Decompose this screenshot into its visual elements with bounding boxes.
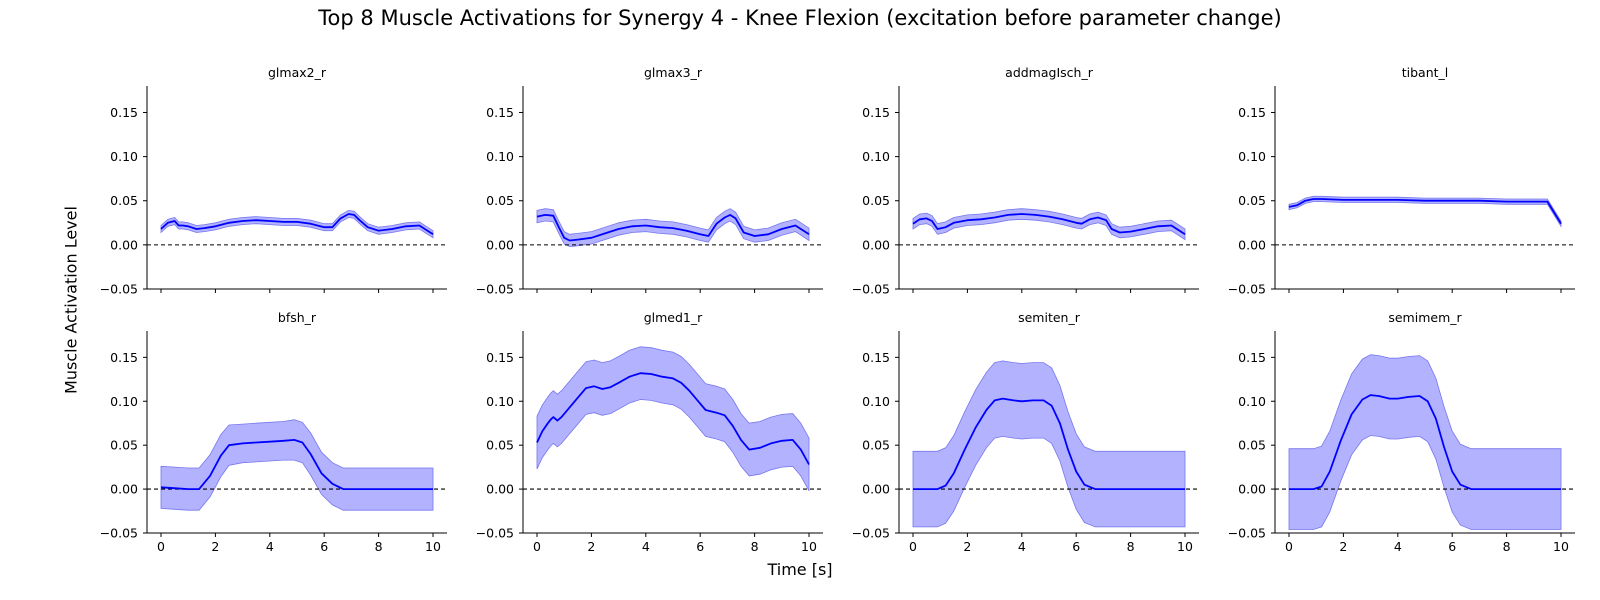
y-tick-label: 0.10 <box>486 149 514 164</box>
x-tick-label: 0 <box>909 539 917 554</box>
y-tick-label: 0.05 <box>486 438 514 453</box>
subplot-semiten_r: −0.05 0.00 0.05 0.10 0.15 0 2 4 6 8 10 semiten_r <box>852 310 1199 554</box>
x-tick-label: 4 <box>266 539 274 554</box>
y-tick-label: 0.10 <box>486 394 514 409</box>
y-tick-label: −0.05 <box>476 282 514 297</box>
mean-activation-line <box>1288 198 1562 225</box>
subplot-glmax3_r: −0.05 0.00 0.05 0.10 0.15 glmax3_r <box>476 65 823 297</box>
y-tick-label: 0.00 <box>486 482 514 497</box>
x-tick-label: 6 <box>1072 539 1080 554</box>
confidence-band <box>1288 195 1562 228</box>
x-tick-label: 8 <box>1503 539 1511 554</box>
x-axis-label: Time [s] <box>767 560 833 579</box>
x-tick-label: 4 <box>642 539 650 554</box>
y-tick-label: 0.15 <box>862 105 890 120</box>
subplot-title: tibant_l <box>1402 65 1449 80</box>
y-tick-label: 0.15 <box>862 350 890 365</box>
subplot-title: semimem_r <box>1388 310 1462 325</box>
y-tick-label: 0.10 <box>110 394 138 409</box>
subplot-bfsh_r: −0.05 0.00 0.05 0.10 0.15 0 2 4 6 8 10 bfsh_r <box>100 310 447 554</box>
subplot-title: glmax3_r <box>644 65 703 80</box>
x-tick-label: 2 <box>587 539 595 554</box>
y-tick-label: 0.00 <box>1238 237 1266 252</box>
y-tick-label: 0.00 <box>862 237 890 252</box>
x-tick-label: 6 <box>1448 539 1456 554</box>
y-tick-label: 0.15 <box>1238 350 1266 365</box>
mean-activation-line <box>536 372 810 465</box>
y-tick-label: 0.05 <box>486 193 514 208</box>
y-tick-label: 0.15 <box>110 105 138 120</box>
subplot-addmagIsch_r: −0.05 0.00 0.05 0.10 0.15 addmagIsch_r <box>852 65 1199 297</box>
confidence-band <box>1288 354 1562 530</box>
x-tick-label: 0 <box>533 539 541 554</box>
subplot-glmax2_r: −0.05 0.00 0.05 0.10 0.15 glmax2_r <box>100 65 447 297</box>
x-tick-label: 0 <box>157 539 165 554</box>
mean-activation-line <box>160 213 434 236</box>
subplot-title: addmagIsch_r <box>1005 65 1094 80</box>
y-tick-label: −0.05 <box>100 282 138 297</box>
x-tick-label: 4 <box>1394 539 1402 554</box>
x-tick-label: 10 <box>425 539 441 554</box>
mean-activation-line <box>1289 394 1561 491</box>
y-tick-label: 0.10 <box>110 149 138 164</box>
confidence-band <box>160 419 434 511</box>
x-tick-label: 10 <box>1553 539 1569 554</box>
subplot-title: glmed1_r <box>644 310 703 325</box>
y-tick-label: 0.10 <box>1238 149 1266 164</box>
confidence-band <box>160 209 434 239</box>
x-tick-label: 6 <box>696 539 704 554</box>
x-tick-label: 8 <box>751 539 759 554</box>
mean-activation-line <box>160 438 433 491</box>
y-tick-label: 0.05 <box>1238 438 1266 453</box>
subplot-semimem_r: −0.05 0.00 0.05 0.10 0.15 0 2 4 6 8 10 semimem_r <box>1228 310 1575 554</box>
y-tick-label: 0.10 <box>862 149 890 164</box>
confidence-band <box>536 346 810 491</box>
confidence-band <box>912 208 1186 241</box>
x-tick-label: 8 <box>375 539 383 554</box>
y-tick-label: −0.05 <box>852 282 890 297</box>
y-tick-label: −0.05 <box>100 526 138 541</box>
x-tick-label: 4 <box>1018 539 1026 554</box>
y-tick-label: 0.00 <box>486 237 514 252</box>
mean-activation-line <box>912 213 1186 236</box>
x-tick-label: 2 <box>963 539 971 554</box>
y-tick-label: 0.00 <box>1238 482 1266 497</box>
x-tick-label: 10 <box>801 539 817 554</box>
y-tick-label: −0.05 <box>1228 282 1266 297</box>
x-tick-label: 2 <box>211 539 219 554</box>
y-tick-label: 0.05 <box>110 438 138 453</box>
y-tick-label: 0.15 <box>110 350 138 365</box>
subplot-title: semiten_r <box>1018 310 1081 325</box>
subplot-title: glmax2_r <box>268 65 327 80</box>
y-tick-label: 0.05 <box>862 438 890 453</box>
x-tick-label: 0 <box>1285 539 1293 554</box>
y-tick-label: 0.15 <box>1238 105 1266 120</box>
y-tick-label: −0.05 <box>852 526 890 541</box>
mean-activation-line <box>536 213 810 242</box>
y-tick-label: 0.05 <box>110 193 138 208</box>
y-tick-label: 0.00 <box>110 482 138 497</box>
y-tick-label: −0.05 <box>476 526 514 541</box>
y-tick-label: 0.00 <box>862 482 890 497</box>
x-tick-label: 8 <box>1127 539 1135 554</box>
figure-title: Top 8 Muscle Activations for Synergy 4 -… <box>318 6 1282 30</box>
y-tick-label: 0.15 <box>486 350 514 365</box>
subplot-title: bfsh_r <box>278 310 317 325</box>
y-tick-label: 0.15 <box>486 105 514 120</box>
y-tick-label: −0.05 <box>1228 526 1266 541</box>
mean-activation-line <box>913 397 1185 491</box>
subplot-tibant_l: −0.05 0.00 0.05 0.10 0.15 tibant_l <box>1228 65 1575 297</box>
y-tick-label: 0.10 <box>862 394 890 409</box>
y-tick-label: 0.00 <box>110 237 138 252</box>
subplot-glmed1_r: −0.05 0.00 0.05 0.10 0.15 0 2 4 6 8 10 glmed1_r <box>476 310 823 554</box>
x-tick-label: 10 <box>1177 539 1193 554</box>
x-tick-label: 6 <box>320 539 328 554</box>
y-tick-label: 0.10 <box>1238 394 1266 409</box>
y-tick-label: 0.05 <box>1238 193 1266 208</box>
confidence-band <box>912 360 1186 528</box>
x-tick-label: 2 <box>1339 539 1347 554</box>
y-tick-label: 0.05 <box>862 193 890 208</box>
